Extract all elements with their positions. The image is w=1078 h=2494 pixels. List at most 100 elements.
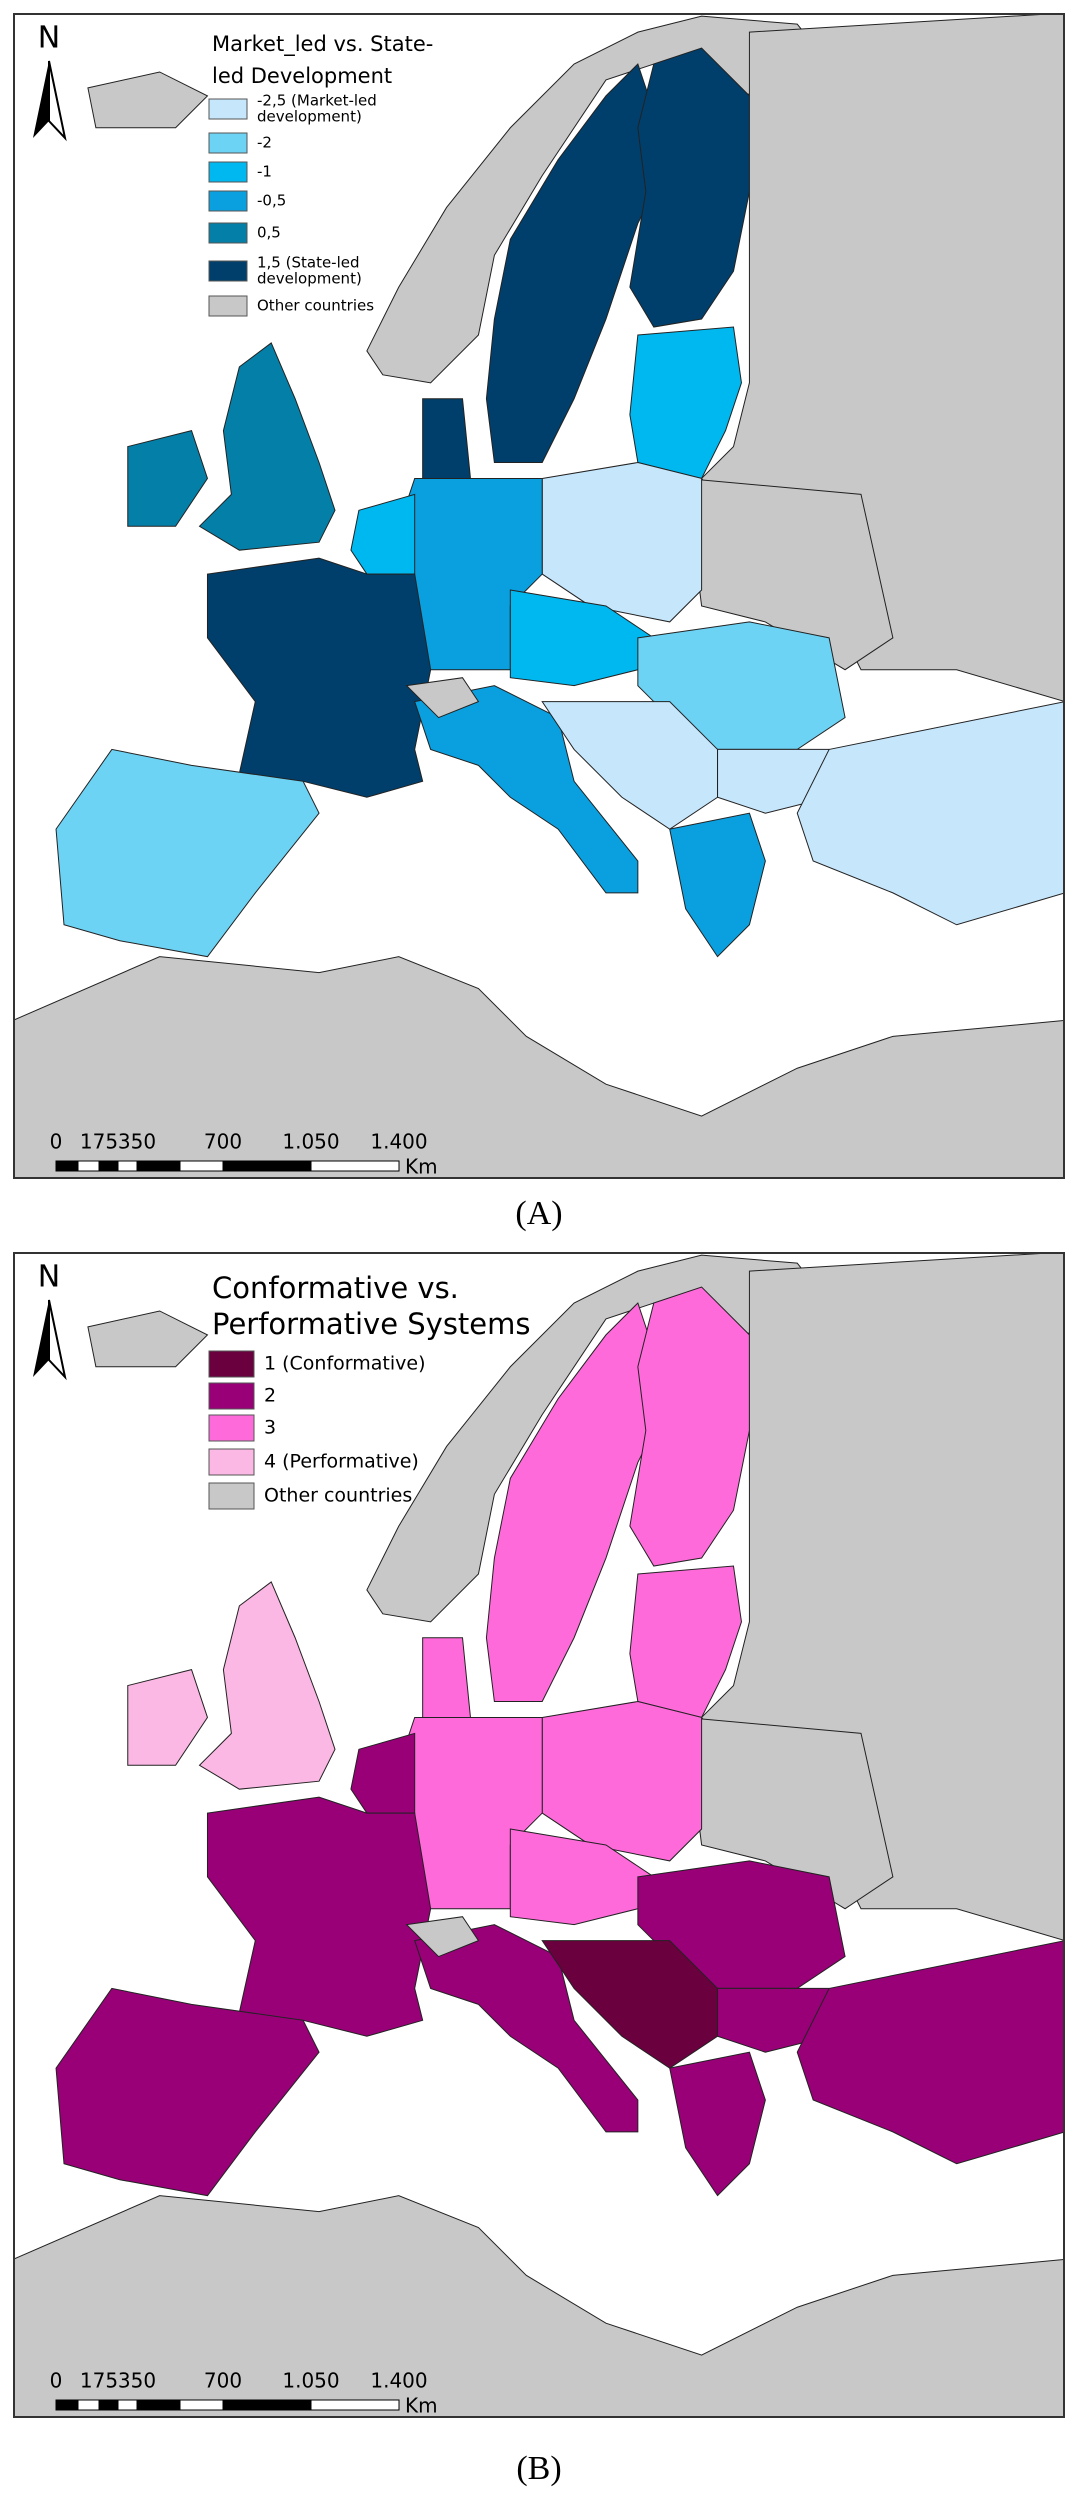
legend-swatch xyxy=(208,190,248,212)
legend-swatch xyxy=(208,1414,255,1442)
country xyxy=(88,1311,208,1367)
legend-title: led Development xyxy=(212,64,392,88)
scale-bar xyxy=(98,2399,119,2411)
country xyxy=(630,1287,750,1566)
panel-border xyxy=(13,13,1065,1179)
country xyxy=(13,957,1065,1179)
legend-swatch xyxy=(208,1350,255,1378)
north-arrow xyxy=(33,61,49,138)
map-panel: N Market_led vs. State-led Development -2,… xyxy=(13,13,1065,1179)
scale-bar xyxy=(222,2399,312,2411)
scale-label: 350 xyxy=(118,2369,156,2393)
scale-bar xyxy=(310,1160,400,1172)
country xyxy=(670,813,766,956)
scale-bar xyxy=(55,1160,79,1172)
country xyxy=(630,327,742,478)
country xyxy=(686,478,893,669)
country xyxy=(88,72,208,128)
legend-label: 3 xyxy=(264,1417,276,1439)
country xyxy=(56,749,319,956)
country xyxy=(56,1988,319,2195)
scale-label: 175 xyxy=(80,2369,118,2393)
legend-swatch xyxy=(208,161,248,183)
legend-label: Other countries xyxy=(264,1485,412,1507)
legend-swatch xyxy=(208,98,248,120)
scale-bar xyxy=(55,2399,79,2411)
scale-label: 1.400 xyxy=(370,1130,427,1154)
country xyxy=(542,702,717,830)
legend-swatch xyxy=(208,1448,255,1476)
map xyxy=(13,1252,1065,2418)
country xyxy=(128,1670,208,1766)
scale-bar xyxy=(136,2399,181,2411)
legend-label: development) xyxy=(257,108,362,126)
legend-swatch xyxy=(208,295,248,317)
legend-label: 2 xyxy=(264,1385,276,1407)
legend-label: 4 (Performative) xyxy=(264,1451,419,1473)
country xyxy=(486,1303,669,1702)
legend-swatch xyxy=(208,1482,255,1510)
scale-bar xyxy=(179,1160,224,1172)
country xyxy=(630,48,750,327)
legend-label: 1,5 (State-led xyxy=(257,254,360,272)
scale-bar xyxy=(117,2399,138,2411)
legend-swatch xyxy=(208,1382,255,1410)
scale-bar xyxy=(136,1160,181,1172)
country xyxy=(351,1733,415,1813)
north-label: N xyxy=(38,1260,60,1295)
country xyxy=(718,749,830,813)
legend-label: 0,5 xyxy=(257,224,281,242)
country xyxy=(686,1717,893,1908)
country xyxy=(423,1638,471,1718)
legend-swatch xyxy=(208,132,248,154)
legend-swatch xyxy=(208,260,248,282)
scale-unit: Km xyxy=(405,1155,438,1179)
scale-label: 1.050 xyxy=(282,1130,339,1154)
country xyxy=(542,463,701,622)
scale-bar xyxy=(117,1160,138,1172)
legend-label: -2 xyxy=(257,134,272,152)
country xyxy=(13,2196,1065,2418)
scale-label: 175 xyxy=(80,1130,118,1154)
scale-bar xyxy=(222,1160,312,1172)
scale-label: 700 xyxy=(204,1130,242,1154)
scale-bar xyxy=(77,1160,100,1172)
country xyxy=(199,343,334,550)
scale-label: 0 xyxy=(50,2369,63,2393)
north-arrow xyxy=(48,1299,67,1381)
country xyxy=(718,1988,830,2052)
legend-title: Market_led vs. State- xyxy=(212,32,433,57)
country xyxy=(207,1797,430,2036)
country xyxy=(542,1702,701,1861)
scale-bar xyxy=(310,2399,400,2411)
country xyxy=(128,431,208,527)
scale-bar xyxy=(98,1160,119,1172)
scale-label: 1.400 xyxy=(370,2369,427,2393)
legend-label: 1 (Conformative) xyxy=(264,1353,426,1375)
country xyxy=(415,1925,638,2132)
scale-bar xyxy=(179,2399,224,2411)
scale-bar xyxy=(77,2399,100,2411)
country xyxy=(199,1582,334,1789)
legend-label: -2,5 (Market-led xyxy=(257,92,377,110)
legend-label: -0,5 xyxy=(257,192,286,210)
country xyxy=(351,494,415,574)
country xyxy=(486,64,669,463)
scale-label: 350 xyxy=(118,1130,156,1154)
caption: (B) xyxy=(516,2450,562,2487)
legend-label: development) xyxy=(257,270,362,288)
scale-unit: Km xyxy=(405,2394,438,2418)
country xyxy=(415,686,638,893)
north-label: N xyxy=(38,21,60,56)
north-arrow xyxy=(48,60,67,142)
legend-title: Performative Systems xyxy=(212,1307,531,1341)
country xyxy=(670,2052,766,2195)
country xyxy=(542,1941,717,2069)
scale-label: 1.050 xyxy=(282,2369,339,2393)
map xyxy=(13,13,1065,1179)
country xyxy=(797,1941,1065,2164)
scale-label: 0 xyxy=(50,1130,63,1154)
country xyxy=(207,558,430,797)
country xyxy=(407,678,479,718)
